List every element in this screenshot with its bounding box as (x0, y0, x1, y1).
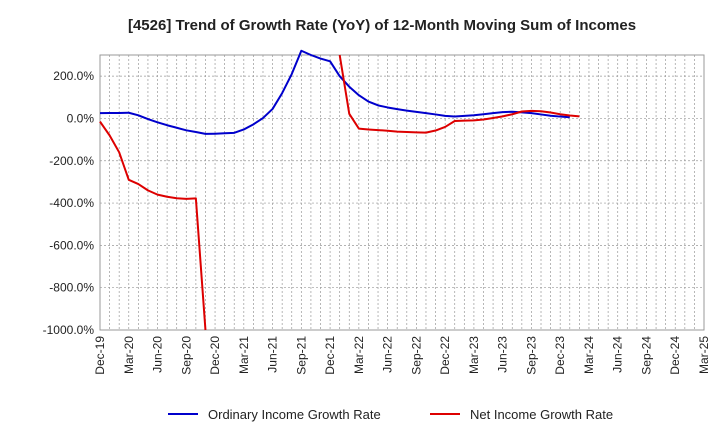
x-tick-label: Jun-23 (496, 336, 510, 373)
series-line-net-income-1 (338, 54, 580, 134)
x-tick-label: Sep-22 (409, 336, 423, 375)
x-tick-label: Mar-25 (697, 336, 711, 374)
grid-lines (100, 55, 704, 330)
x-tick-label: Mar-22 (352, 336, 366, 374)
x-tick-label: Mar-20 (122, 336, 136, 374)
legend: Ordinary Income Growth Rate Net Income G… (168, 407, 613, 422)
x-tick-label: Dec-21 (323, 336, 337, 375)
x-tick-label: Sep-23 (524, 336, 538, 375)
legend-label-ordinary: Ordinary Income Growth Rate (208, 407, 381, 422)
plot-area (99, 54, 705, 331)
x-tick-label: Sep-20 (179, 336, 193, 375)
y-tick-label: -1000.0% (43, 323, 95, 337)
x-tick-label: Jun-21 (266, 336, 280, 373)
x-tick-label: Sep-24 (639, 336, 653, 375)
y-axis-ticks: 200.0% 0.0% -200.0% -400.0% -600.0% -800.0% -1… (43, 69, 95, 337)
x-tick-label: Jun-20 (151, 336, 165, 373)
x-tick-label: Mar-21 (237, 336, 251, 374)
y-tick-label: -200.0% (49, 154, 94, 168)
y-tick-label: 0.0% (67, 111, 95, 125)
legend-label-net: Net Income Growth Rate (470, 407, 613, 422)
x-tick-label: Mar-23 (467, 336, 481, 374)
series-layer (99, 49, 580, 331)
x-tick-label: Sep-21 (294, 336, 308, 375)
chart-title: [4526] Trend of Growth Rate (YoY) of 12-… (128, 17, 636, 34)
x-tick-label: Dec-24 (668, 336, 682, 375)
x-tick-label: Dec-23 (553, 336, 567, 375)
x-axis-ticks: Dec-19 Mar-20 Jun-20 Sep-20 Dec-20 Mar-21 Jun-… (93, 336, 711, 375)
x-tick-label: Mar-24 (582, 336, 596, 374)
x-tick-label: Dec-20 (208, 336, 222, 375)
x-tick-label: Jun-22 (381, 336, 395, 373)
y-tick-label: -800.0% (49, 281, 94, 295)
x-tick-label: Jun-24 (611, 336, 625, 373)
y-tick-label: 200.0% (53, 69, 94, 83)
y-tick-label: -600.0% (49, 238, 94, 252)
x-tick-label: Dec-22 (438, 336, 452, 375)
series-line-net-income-0 (99, 121, 207, 331)
series-line-ordinary-income-0 (99, 49, 570, 135)
y-tick-label: -400.0% (49, 196, 94, 210)
x-tick-label: Dec-19 (93, 336, 107, 375)
